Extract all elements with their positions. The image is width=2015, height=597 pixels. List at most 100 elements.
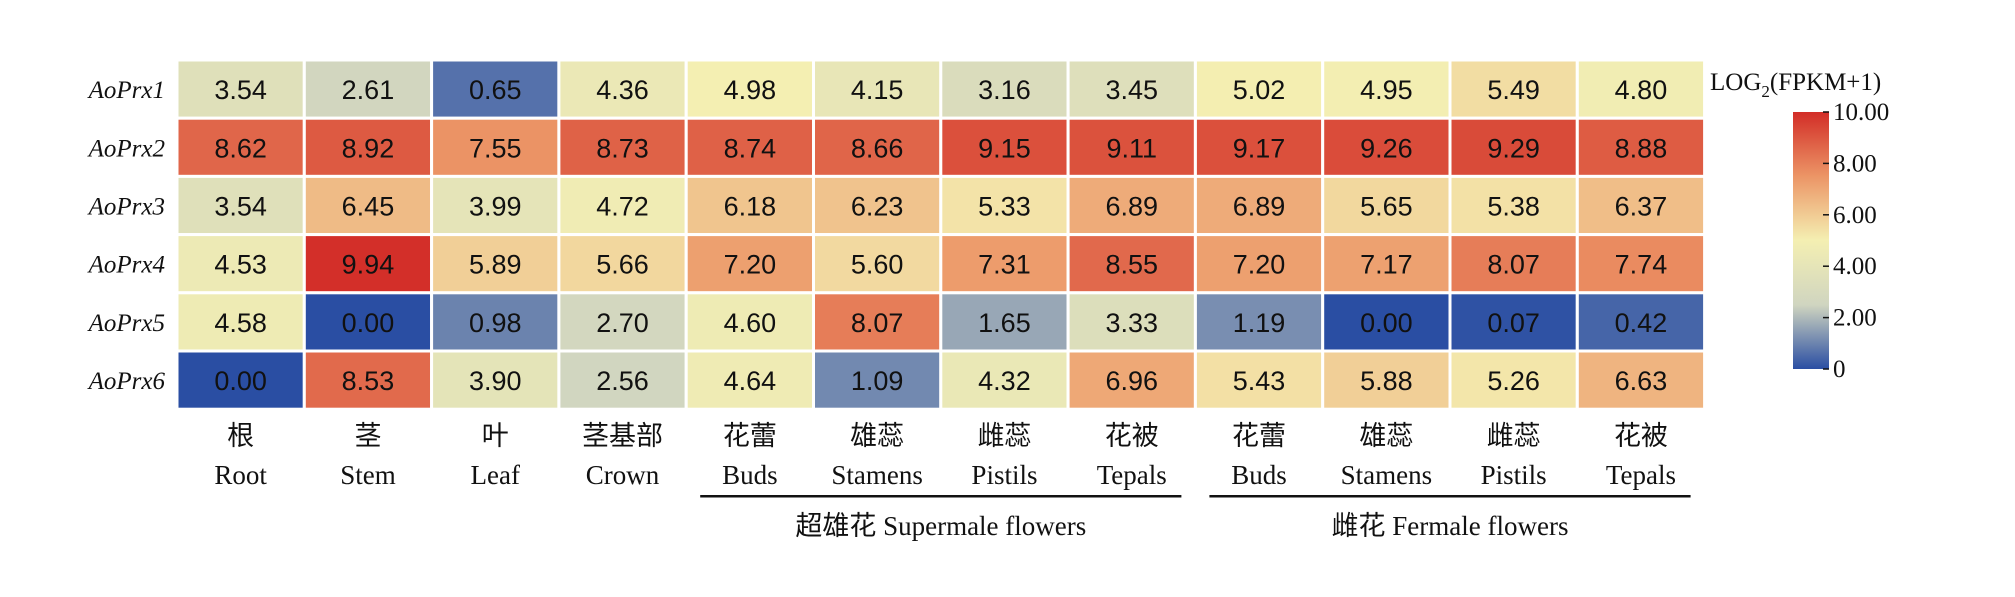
row-labels: AoPrx1 AoPrx2 AoPrx3 AoPrx4 AoPrx5 AoPrx6 (87, 77, 166, 395)
row-label: AoPrx1 (87, 77, 165, 104)
cell-value-label: 2.56 (596, 366, 649, 396)
cell-value-label: 6.23 (851, 192, 904, 222)
column-label-en: Stem (340, 460, 396, 490)
cell-value-label: 6.45 (342, 192, 395, 222)
heatmap-cell (939, 116, 1070, 178)
cell-value-label: 8.62 (214, 133, 267, 163)
column-label-en: Leaf (471, 460, 520, 490)
cell-value-label: 9.29 (1487, 133, 1540, 163)
cell-value-label: 0.42 (1615, 308, 1668, 338)
cell-value-label: 3.16 (978, 75, 1031, 105)
cell-value-label: 3.54 (214, 192, 267, 222)
cell-value-label: 4.32 (978, 366, 1031, 396)
colorbar-title-rest: (FPKM+1) (1770, 69, 1881, 96)
cell-value-label: 5.49 (1487, 75, 1540, 105)
colorbar-tick-label: 4.00 (1833, 253, 1877, 280)
cell-value-label: 6.18 (724, 192, 777, 222)
cell-value-label: 0.00 (214, 366, 267, 396)
cell-value-label: 0.00 (342, 308, 395, 338)
cell-value-label: 9.15 (978, 133, 1031, 163)
cell-value-label: 6.89 (1105, 192, 1158, 222)
colorbar-tick-label: 0 (1833, 356, 1846, 383)
colorbar-gradient (1793, 112, 1829, 369)
cell-value-label: 3.54 (214, 75, 267, 105)
cell-value-label: 1.09 (851, 366, 904, 396)
heatmap-cell (939, 174, 1070, 237)
row-label: AoPrx6 (87, 368, 166, 395)
cell-value-label: 8.07 (1487, 250, 1540, 280)
cell-value-label: 0.65 (469, 75, 522, 105)
column-label-zh: 花蕾 (723, 421, 777, 451)
column-label-en: Pistils (971, 460, 1037, 490)
heatmap-cell (1321, 116, 1452, 178)
cell-value-label: 3.99 (469, 192, 522, 222)
colorbar-title-subscript: 2 (1761, 82, 1770, 101)
cell-value-label: 5.02 (1233, 75, 1286, 105)
cell-value-label: 8.07 (851, 308, 904, 338)
cell-value-label: 4.98 (724, 75, 777, 105)
cell-value-label: 6.89 (1233, 192, 1286, 222)
cell-value-label: 4.53 (214, 250, 267, 280)
colorbar-title-main: LOG (1710, 69, 1761, 96)
cell-value-label: 5.38 (1487, 192, 1540, 222)
cell-value-label: 6.63 (1615, 366, 1668, 396)
cell-value-label: 4.80 (1615, 75, 1668, 105)
cell-value-label: 5.89 (469, 250, 522, 280)
heatmap-cell (1321, 58, 1452, 120)
cell-value-label: 7.17 (1360, 250, 1413, 280)
cell-value-label: 8.55 (1105, 250, 1158, 280)
heatmap-cell (175, 58, 306, 120)
cell-value-label: 1.19 (1233, 308, 1286, 338)
heatmap-cells: 3.54 2.61 0.65 4.36 4.98 4.15 3.16 3.45 5.02 4.95… (175, 58, 1707, 411)
cell-value-label: 5.66 (596, 250, 649, 280)
heatmap-cell (430, 291, 561, 353)
cell-value-label: 8.73 (596, 133, 649, 163)
heatmap-cell (939, 349, 1070, 411)
column-label-zh: 雄蕊 (1359, 421, 1413, 451)
heatmap-cell (175, 233, 306, 295)
column-label-zh: 雌蕊 (1487, 421, 1541, 451)
cell-value-label: 0.07 (1487, 308, 1540, 338)
heatmap-cell (1575, 349, 1707, 411)
column-label-zh: 茎基部 (582, 421, 663, 451)
colorbar-tick-label: 10.00 (1833, 99, 1889, 126)
column-label-en: Crown (586, 460, 660, 490)
cell-value-label: 8.53 (342, 366, 395, 396)
heatmap-cell (684, 116, 816, 178)
cell-value-label: 1.65 (978, 308, 1031, 338)
row-label: AoPrx5 (87, 310, 165, 337)
heatmap-cell (684, 174, 816, 237)
colorbar-tick-label: 2.00 (1833, 305, 1877, 332)
cell-value-label: 4.58 (214, 308, 267, 338)
row-label: AoPrx4 (87, 252, 165, 279)
heatmap-cell (1066, 291, 1197, 353)
row-label: AoPrx3 (87, 194, 165, 221)
group-label: 雌花 Fermale flowers (1332, 511, 1569, 541)
group-labels: 超雄花 Supermale flowers 雌花 Fermale flowers (700, 494, 1691, 541)
heatmap-cell (1193, 233, 1325, 295)
cell-value-label: 8.74 (724, 133, 777, 163)
column-label-en: Stamens (831, 460, 923, 490)
cell-value-label: 6.37 (1615, 192, 1668, 222)
column-labels: 根 Root 茎 Stem 叶 Leaf 茎基部 Crown 花蕾 Buds 雄蕊 Stamens 雌蕊… (214, 421, 1676, 490)
heatmap-cell (302, 349, 434, 411)
cell-value-label: 8.92 (342, 133, 395, 163)
heatmap-cell (1575, 233, 1707, 295)
column-label-en: Buds (722, 460, 778, 490)
cell-value-label: 0.98 (469, 308, 522, 338)
cell-value-label: 4.60 (724, 308, 777, 338)
cell-value-label: 5.88 (1360, 366, 1413, 396)
column-label-en: Tepals (1606, 460, 1676, 490)
heatmap-cell (812, 58, 943, 120)
cell-value-label: 5.33 (978, 192, 1031, 222)
column-label-en: Root (214, 460, 267, 490)
cell-value-label: 9.94 (342, 250, 395, 280)
cell-value-label: 6.96 (1105, 366, 1158, 396)
heatmap-cell (302, 291, 434, 353)
cell-value-label: 0.00 (1360, 308, 1413, 338)
cell-value-label: 4.36 (596, 75, 649, 105)
heatmap-cell (1575, 58, 1707, 120)
cell-value-label: 9.17 (1233, 133, 1286, 163)
heatmap-cell (812, 233, 943, 295)
heatmap-cell (684, 291, 816, 353)
